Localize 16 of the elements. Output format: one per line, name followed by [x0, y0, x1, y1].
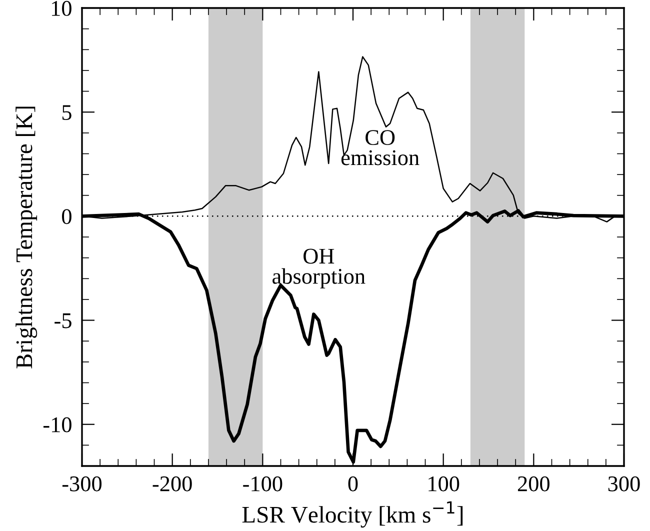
y-axis-title: Brightness Temperature [K]: [16, 106, 38, 368]
y-tick-label: 5: [62, 105, 72, 120]
x-tick-label: 0: [348, 476, 358, 492]
y-tick-label: -10: [43, 417, 72, 432]
y-tick-label: -5: [54, 313, 72, 328]
x-tick-label: 300: [608, 476, 640, 492]
y-tick-label: 0: [62, 209, 72, 224]
series-label: CO emission: [341, 130, 420, 166]
x-tick-label: -100: [243, 476, 282, 492]
x-axis-title: LSR Velocity [km s$^{−1}$]: [242, 501, 463, 528]
x-tick-label: -200: [152, 476, 192, 492]
series-label: OH absorption: [272, 248, 366, 288]
x-tick-label: 200: [518, 476, 550, 492]
x-tick-label: 100: [428, 476, 460, 492]
x-tick-label: -300: [62, 476, 102, 492]
y-tick-label: 10: [52, 0, 72, 16]
